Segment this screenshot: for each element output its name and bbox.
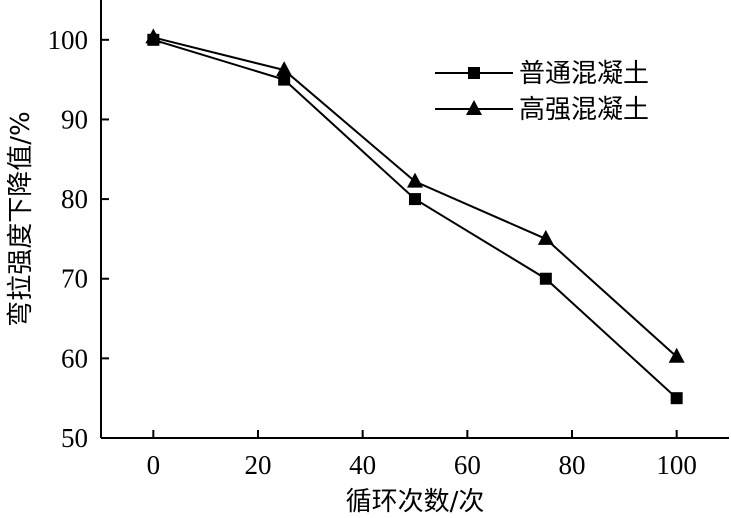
- x-tick-label: 60: [454, 450, 481, 480]
- legend-item: 普通混凝土: [435, 59, 649, 89]
- y-tick-label: 60: [61, 343, 88, 373]
- y-tick-label: 50: [61, 423, 88, 453]
- series-2: [145, 28, 685, 363]
- data-point: [537, 229, 554, 245]
- x-tick-label: 80: [559, 450, 586, 480]
- legend-label: 高强混凝土: [519, 95, 649, 125]
- legend-item: 高强混凝土: [435, 95, 649, 125]
- legend-marker: [466, 100, 482, 115]
- data-point: [407, 172, 423, 188]
- data-point: [278, 73, 291, 86]
- data-point: [668, 347, 685, 363]
- data-point: [670, 392, 683, 405]
- data-point: [409, 193, 421, 206]
- x-tick-label: 40: [349, 450, 376, 480]
- y-tick-label: 80: [61, 184, 88, 214]
- series-group: [145, 28, 685, 405]
- data-point: [539, 272, 552, 285]
- y-tick-label: 100: [48, 25, 89, 55]
- x-tick-label: 20: [245, 450, 272, 480]
- x-tick-label: 0: [147, 450, 161, 480]
- x-tick-label: 100: [656, 450, 697, 480]
- series-1: [147, 33, 683, 405]
- data-point: [276, 61, 293, 77]
- legend-label: 普通混凝土: [519, 59, 649, 89]
- y-axis-title: 弯拉强度下降值/%: [6, 111, 36, 326]
- legend-marker: [468, 67, 480, 79]
- y-tick-label: 70: [61, 264, 88, 294]
- data-point: [145, 28, 162, 44]
- axes: [100, 0, 729, 439]
- series-line: [153, 38, 678, 399]
- y-tick-label: 90: [61, 104, 88, 134]
- ticks: 0 20 40 60 80 100 50 60 70 80 90 100: [48, 25, 697, 480]
- x-axis-title: 循环次数/次: [346, 487, 485, 517]
